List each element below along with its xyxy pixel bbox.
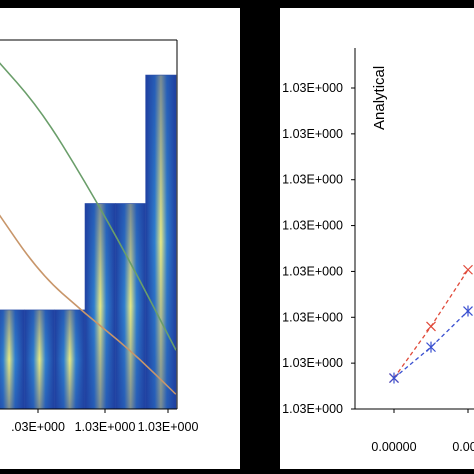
- red-marker: [463, 264, 473, 275]
- histogram-bar: [145, 74, 177, 410]
- blue-marker: [426, 341, 436, 353]
- y-tick-label: 1.03E+000: [282, 81, 343, 95]
- blue-marker: [389, 372, 399, 384]
- y-axis-label: Analytical: [371, 66, 388, 130]
- green-curve: [0, 62, 177, 351]
- red-marker: [426, 321, 436, 332]
- left-chart-panel: .03E+000 1.03E+000 1.03E+000: [0, 8, 240, 469]
- y-tick-label: 1.03E+000: [282, 356, 343, 370]
- red-series-line: [393, 269, 469, 379]
- histogram-bar: [0, 309, 25, 410]
- x-tick-label: 0.00000: [371, 440, 416, 454]
- histogram-bar: [84, 203, 116, 410]
- histogram-bar: [24, 309, 55, 410]
- right-chart-panel: 1.03E+000 1.03E+000 1.03E+000 1.03E+000 1.03…: [280, 8, 474, 469]
- x-tick-label: .03E+000: [11, 420, 65, 434]
- x-tick-label: 1.03E+000: [138, 420, 199, 434]
- tan-curve: [0, 214, 177, 395]
- x-tick-label: 1.03E+000: [75, 420, 136, 434]
- scatter-chart: 1.03E+000 1.03E+000 1.03E+000 1.03E+000 1.03…: [282, 48, 474, 454]
- y-tick-label: 1.03E+000: [282, 264, 343, 278]
- histogram-bar: [115, 203, 146, 410]
- blue-marker: [463, 305, 473, 317]
- y-tick-label: 1.03E+000: [282, 310, 343, 324]
- blue-series-line: [393, 310, 469, 379]
- y-tick-label: 1.03E+000: [282, 173, 343, 187]
- y-tick-label: 1.03E+000: [282, 219, 343, 233]
- x-tick-label: 0.000: [452, 440, 474, 454]
- histogram-bar: [54, 309, 86, 410]
- y-tick-label: 1.03E+000: [282, 127, 343, 141]
- histogram-chart: .03E+000 1.03E+000 1.03E+000: [0, 39, 199, 434]
- y-tick-label: 1.03E+000: [282, 402, 343, 416]
